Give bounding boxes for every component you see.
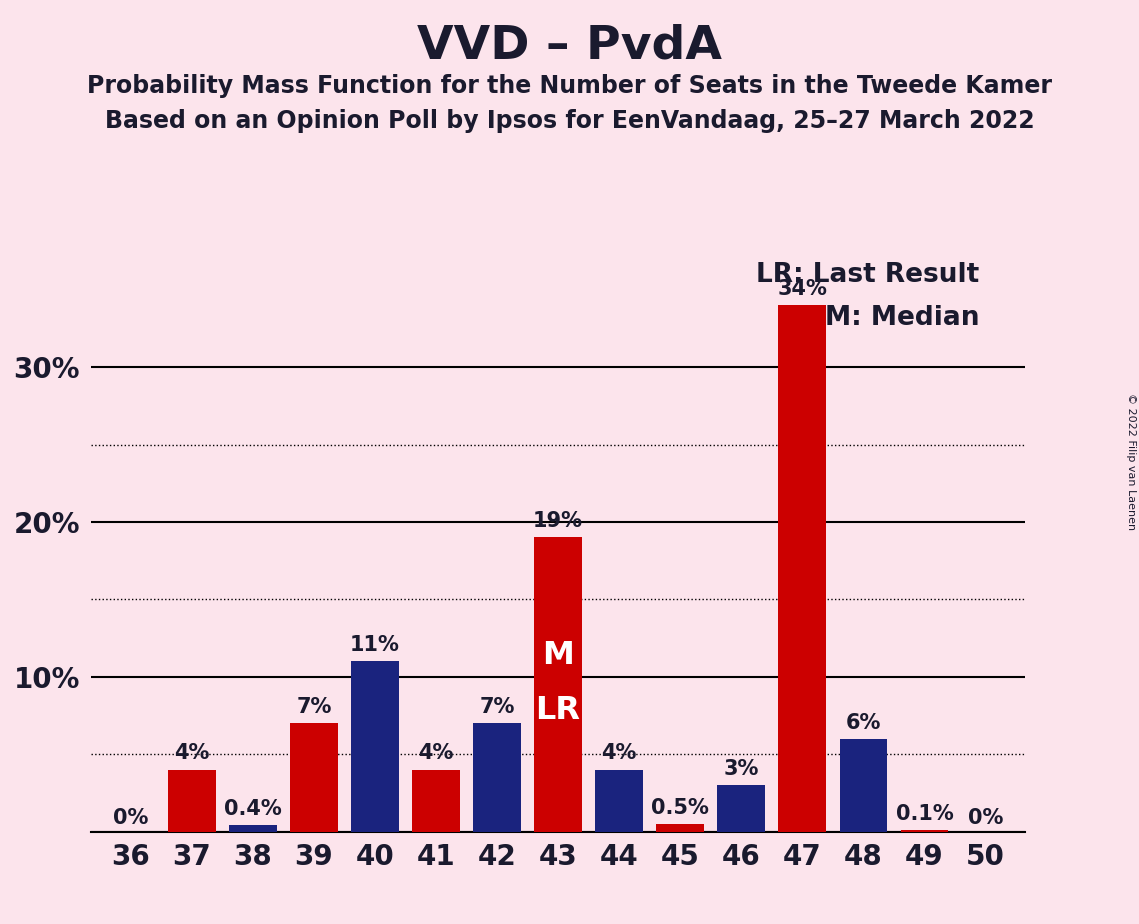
Bar — [839, 738, 887, 832]
Text: 0.1%: 0.1% — [895, 804, 953, 824]
Text: 0.5%: 0.5% — [652, 797, 710, 818]
Text: 4%: 4% — [601, 744, 637, 763]
Bar — [169, 770, 215, 832]
Text: 0.4%: 0.4% — [224, 799, 281, 820]
Bar — [656, 824, 704, 832]
Bar — [778, 305, 826, 832]
Text: M: M — [542, 639, 574, 671]
Bar — [901, 830, 948, 832]
Bar — [534, 538, 582, 832]
Text: 4%: 4% — [418, 744, 453, 763]
Text: VVD – PvdA: VVD – PvdA — [417, 23, 722, 68]
Text: Probability Mass Function for the Number of Seats in the Tweede Kamer: Probability Mass Function for the Number… — [87, 74, 1052, 98]
Text: 19%: 19% — [533, 511, 583, 531]
Text: 3%: 3% — [723, 759, 759, 779]
Text: LR: Last Result: LR: Last Result — [756, 261, 980, 287]
Text: LR: LR — [535, 696, 581, 726]
Bar — [229, 825, 277, 832]
Bar — [290, 723, 338, 832]
Text: 34%: 34% — [777, 279, 827, 299]
Text: 4%: 4% — [174, 744, 210, 763]
Text: 0%: 0% — [968, 808, 1003, 828]
Bar — [351, 662, 399, 832]
Bar — [718, 785, 765, 832]
Bar — [596, 770, 642, 832]
Bar — [474, 723, 521, 832]
Text: 7%: 7% — [296, 697, 331, 717]
Text: 7%: 7% — [480, 697, 515, 717]
Bar — [412, 770, 460, 832]
Text: © 2022 Filip van Laenen: © 2022 Filip van Laenen — [1126, 394, 1136, 530]
Text: M: Median: M: Median — [825, 305, 980, 331]
Text: Based on an Opinion Poll by Ipsos for EenVandaag, 25–27 March 2022: Based on an Opinion Poll by Ipsos for Ee… — [105, 109, 1034, 133]
Text: 6%: 6% — [845, 712, 882, 733]
Text: 0%: 0% — [113, 808, 148, 828]
Text: 11%: 11% — [350, 635, 400, 655]
